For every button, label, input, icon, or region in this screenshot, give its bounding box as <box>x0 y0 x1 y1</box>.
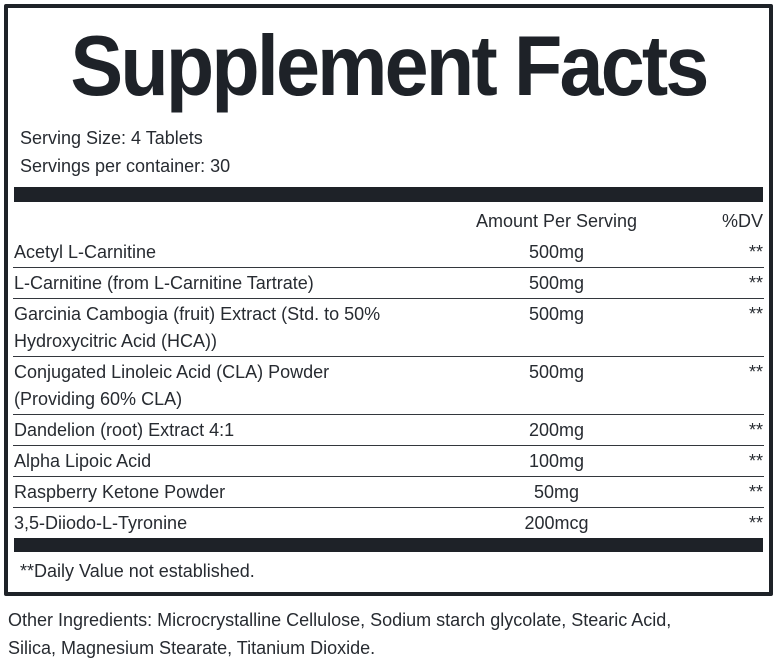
ingredient-amount: 100mg <box>528 450 585 471</box>
other-ingredients: Other Ingredients: Microcrystalline Cell… <box>8 610 672 658</box>
ingredient-row: Alpha Lipoic Acid 100mg ** <box>13 446 764 477</box>
ingredient-name: Raspberry Ketone Powder <box>14 481 226 502</box>
ingredient-row: L-Carnitine (from L-Carnitine Tartrate) … <box>13 268 764 299</box>
ingredient-dv: ** <box>748 361 763 382</box>
ingredient-amount: 500mg <box>528 361 585 382</box>
ingredient-amount: 200mg <box>528 419 585 440</box>
serving-size: Serving Size: 4 Tablets <box>20 128 203 148</box>
ingredient-dv: ** <box>748 272 763 293</box>
ingredient-dv: ** <box>748 481 763 502</box>
ingredient-dv: ** <box>748 419 763 440</box>
ingredient-amount: 200mcg <box>524 512 589 533</box>
ingredient-row: Raspberry Ketone Powder 50mg ** <box>13 477 764 508</box>
ingredient-name: Garcinia Cambogia (fruit) Extract (Std. … <box>14 303 381 351</box>
ingredient-amount: 50mg <box>533 481 580 502</box>
supplement-facts-panel: Supplement Facts Serving Size: 4 Tablets… <box>4 4 773 596</box>
divider-bar-top <box>14 187 763 202</box>
ingredient-name: Alpha Lipoic Acid <box>14 450 152 471</box>
ingredient-dv: ** <box>748 241 763 262</box>
divider-bar-bottom <box>14 538 763 552</box>
daily-value-footnote: **Daily Value not established. <box>20 561 255 581</box>
ingredient-name: Acetyl L-Carnitine <box>14 241 157 262</box>
ingredient-dv: ** <box>748 512 763 533</box>
ingredient-name: L-Carnitine (from L-Carnitine Tartrate) <box>14 272 314 293</box>
amount-column-header: Amount Per Serving <box>475 211 638 231</box>
ingredient-row: Conjugated Linoleic Acid (CLA) Powder (P… <box>13 357 764 415</box>
table-header-row: Amount Per Serving %DV <box>13 202 764 237</box>
ingredient-row: Acetyl L-Carnitine 500mg ** <box>13 237 764 268</box>
dv-column-header: %DV <box>721 211 763 231</box>
ingredient-table: Acetyl L-Carnitine 500mg ** L-Carnitine … <box>13 237 764 538</box>
ingredient-amount: 500mg <box>528 272 585 293</box>
ingredient-name: Conjugated Linoleic Acid (CLA) Powder (P… <box>14 361 330 409</box>
ingredient-row: 3,5-Diiodo-L-Tyronine 200mcg ** <box>13 508 764 538</box>
ingredient-row: Garcinia Cambogia (fruit) Extract (Std. … <box>13 299 764 357</box>
ingredient-name: Dandelion (root) Extract 4:1 <box>14 419 235 440</box>
ingredient-dv: ** <box>748 450 763 471</box>
ingredient-dv: ** <box>748 303 763 324</box>
servings-per-container: Servings per container: 30 <box>20 156 231 176</box>
ingredient-name: 3,5-Diiodo-L-Tyronine <box>14 512 188 533</box>
ingredient-amount: 500mg <box>528 241 585 262</box>
panel-title: Supplement Facts <box>70 19 709 114</box>
ingredient-amount: 500mg <box>528 303 585 324</box>
ingredient-row: Dandelion (root) Extract 4:1 200mg ** <box>13 415 764 446</box>
